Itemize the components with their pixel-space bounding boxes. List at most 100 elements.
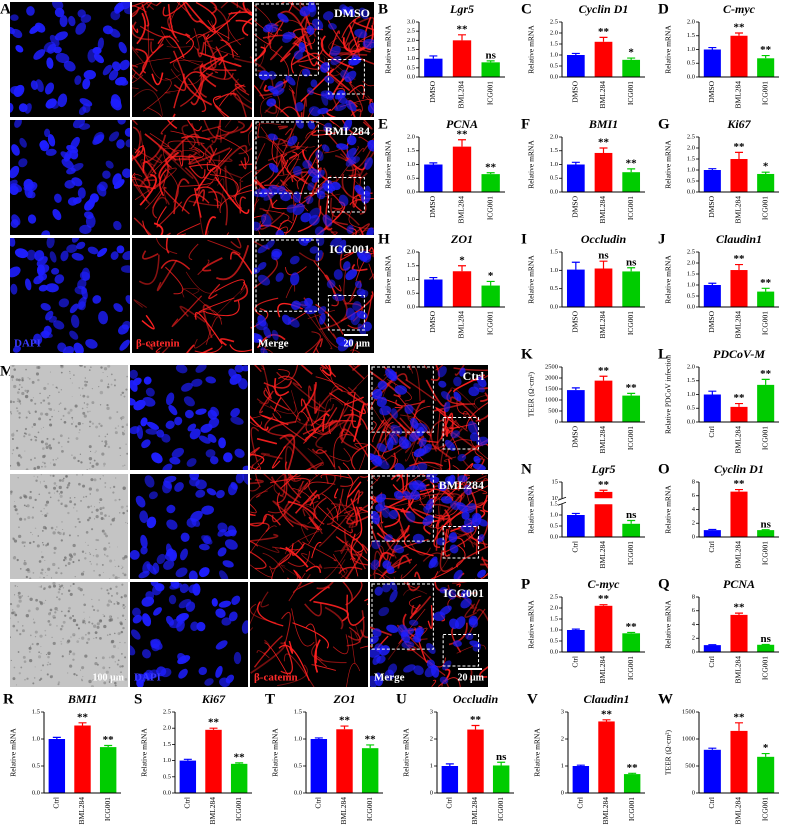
y-tick-label: 1.5 — [550, 500, 558, 507]
speck — [85, 495, 88, 498]
speck — [124, 464, 126, 466]
speck — [45, 486, 48, 489]
speck — [101, 656, 105, 660]
speck — [44, 629, 47, 632]
nucleus — [179, 583, 189, 594]
speck — [84, 557, 87, 560]
fiber — [324, 397, 344, 421]
nucleus — [292, 165, 302, 176]
speck — [13, 666, 16, 669]
speck — [73, 507, 75, 509]
fiber — [350, 498, 358, 526]
nucleus — [346, 135, 357, 146]
nucleus — [108, 131, 120, 142]
fiber — [307, 309, 336, 320]
speck — [98, 422, 101, 425]
fiber — [342, 582, 353, 606]
nucleus — [348, 9, 356, 18]
speck — [106, 603, 110, 607]
speck — [49, 371, 51, 373]
nucleus — [41, 230, 51, 235]
nucleus — [291, 300, 301, 311]
nucleus — [156, 666, 167, 677]
nucleus — [47, 134, 56, 147]
significance: ns — [760, 518, 771, 530]
speck — [99, 498, 103, 502]
speck — [114, 427, 117, 430]
speck — [72, 652, 76, 656]
nucleus — [376, 443, 387, 453]
nucleus — [46, 57, 54, 69]
speck — [43, 508, 45, 510]
fiber — [234, 56, 252, 64]
fiber — [202, 304, 213, 339]
fiber — [257, 122, 261, 138]
fiber — [250, 541, 259, 547]
nucleus — [225, 674, 235, 684]
nucleus — [322, 183, 333, 194]
y-axis-label: Relative mRNA — [527, 140, 536, 189]
speck — [117, 647, 119, 649]
speck — [52, 459, 54, 461]
speck — [53, 551, 56, 555]
fiber — [310, 408, 330, 427]
fiber — [292, 133, 308, 152]
speck — [113, 602, 116, 605]
speck — [114, 566, 116, 568]
nucleus — [144, 475, 155, 488]
fiber — [273, 474, 285, 498]
speck — [104, 482, 107, 484]
speck — [95, 508, 99, 512]
fiber — [328, 37, 352, 54]
bar — [205, 729, 222, 793]
speck — [99, 390, 104, 395]
fiber — [325, 474, 329, 485]
fiber — [219, 338, 235, 347]
y-tick-label: 0.5 — [550, 62, 558, 69]
nucleus — [55, 52, 70, 64]
fiber — [375, 572, 385, 579]
fiber — [213, 285, 248, 318]
nucleus — [425, 474, 439, 480]
significance: ns — [626, 256, 637, 268]
fiber — [432, 458, 451, 470]
speck — [28, 496, 32, 500]
speck — [88, 369, 91, 371]
speck — [119, 512, 121, 514]
fiber — [190, 123, 200, 146]
speck — [55, 571, 58, 575]
error-bar — [735, 263, 743, 271]
speck — [52, 584, 56, 588]
x-tick-label: BML284 — [339, 797, 348, 825]
fiber — [277, 10, 313, 50]
speck — [73, 552, 77, 556]
nucleus — [87, 246, 99, 255]
nucleus — [362, 38, 374, 49]
fiber — [160, 30, 177, 49]
fiber — [292, 382, 326, 410]
fiber — [341, 173, 366, 202]
fiber — [299, 15, 308, 29]
y-tick-label: 1.0 — [550, 161, 558, 168]
fiber — [341, 16, 361, 39]
speck — [113, 378, 117, 382]
y-tick-label: 2.5 — [407, 28, 415, 35]
fiber — [346, 663, 361, 687]
fiber — [134, 167, 177, 201]
speck — [98, 435, 101, 438]
speck — [61, 593, 63, 595]
nucleus — [433, 611, 446, 622]
nucleus — [10, 219, 19, 228]
nucleus — [77, 187, 86, 199]
speck — [49, 446, 53, 450]
speck — [63, 407, 67, 411]
nucleus — [191, 518, 201, 527]
speck — [42, 447, 45, 450]
nucleus — [401, 439, 412, 449]
x-tick-label: Ctrl — [707, 426, 716, 438]
fiber — [164, 90, 181, 94]
speck — [101, 440, 104, 443]
nucleus — [336, 245, 346, 255]
nucleus — [234, 365, 244, 373]
nucleus — [319, 313, 326, 325]
